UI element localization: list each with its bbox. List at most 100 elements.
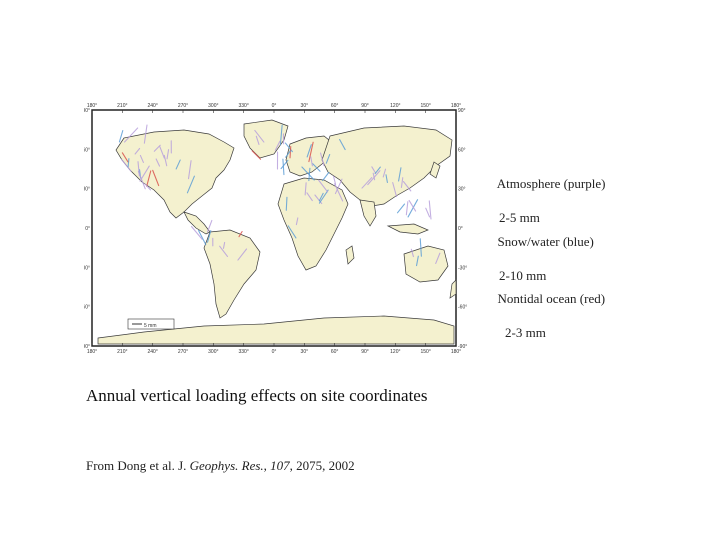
greenland (243, 119, 289, 159)
loading-vector (374, 166, 381, 175)
source-citation: From Dong et al. J. Geophys. Res., 107, … (86, 458, 355, 474)
bottom-longitude-tick-label: 240° (147, 349, 157, 355)
loading-vector (339, 138, 346, 151)
loading-vector (325, 154, 331, 164)
right-latitude-tick-label: -60° (458, 305, 467, 311)
legend-nontidal-ocean-amplitude: 2-3 mm (505, 325, 546, 340)
loading-vector (285, 196, 288, 211)
left-latitude-tick-label: 30° (84, 187, 90, 193)
legend-nontidal-ocean-name: Nontidal ocean (red) (497, 291, 606, 306)
loading-vector (289, 146, 292, 159)
loading-vector (163, 154, 168, 167)
india (359, 199, 377, 227)
loading-vector (371, 166, 377, 174)
loading-vector (400, 177, 404, 189)
loading-vector (304, 182, 307, 196)
top-longitude-tick-label: 0° (272, 103, 277, 109)
bottom-longitude-tick-label: 60° (331, 349, 339, 355)
top-longitude-tick-label: 210° (117, 103, 127, 109)
left-latitude-tick-label: 60° (84, 147, 90, 153)
loading-vector (372, 172, 376, 181)
asia (321, 125, 453, 207)
loading-vector (392, 182, 398, 198)
bottom-longitude-tick-label: 120° (390, 349, 400, 355)
right-latitude-tick-label: -30° (458, 265, 467, 271)
loading-vector (361, 177, 373, 189)
source-journal: Geophys. Res. (189, 458, 264, 473)
loading-vector (206, 219, 213, 233)
left-latitude-tick-label: -30° (84, 265, 90, 271)
loading-vector (121, 152, 129, 163)
loading-vector (408, 199, 417, 212)
source-suffix: , 2075, 2002 (289, 458, 355, 473)
right-latitude-tick-label: -90° (458, 344, 467, 350)
bottom-longitude-ticks: 180° 210° 240° 270° 300° 330° 0° 30° 60° 90° 120° 1… (87, 343, 461, 355)
left-latitude-tick-label: 0° (85, 226, 90, 232)
right-latitude-tick-label: 90° (458, 108, 466, 114)
source-sep: , (263, 458, 271, 473)
legend-snow-water-name: Snow/water (blue) (497, 234, 594, 249)
top-longitude-tick-label: 180° (451, 103, 461, 109)
loading-vector (425, 207, 431, 218)
loading-vector (280, 159, 289, 170)
loading-vector (334, 183, 344, 202)
bottom-longitude-tick-label: 270° (178, 349, 188, 355)
left-latitude-tick-label: -90° (84, 344, 90, 350)
loading-vector (237, 248, 248, 261)
loading-vector (334, 178, 343, 195)
loading-vector (407, 199, 419, 218)
legend-snow-water: Snow/water (blue) 2-10 mm (491, 216, 594, 301)
left-latitude-tick-label: -60° (84, 305, 90, 311)
loading-vector (295, 217, 299, 226)
right-latitude-tick-label: 60° (458, 147, 466, 153)
japan (429, 161, 441, 179)
top-longitude-tick-label: 120° (390, 103, 400, 109)
loading-vector (197, 229, 207, 246)
loading-vector (318, 189, 329, 204)
loading-vector (120, 158, 132, 172)
loading-vector (206, 230, 212, 243)
bottom-longitude-tick-label: 0° (272, 349, 277, 355)
loading-vector (143, 124, 148, 144)
loading-vector (402, 181, 412, 192)
loading-vector (274, 140, 281, 151)
bottom-longitude-tick-label: 90° (361, 349, 369, 355)
loading-vector (175, 159, 181, 170)
loading-vector (382, 168, 387, 178)
bottom-longitude-tick-label: 210° (117, 349, 127, 355)
scale-label: 5 mm (144, 323, 157, 329)
loading-vector (152, 169, 160, 187)
top-longitude-ticks: 180° 210° 240° 270° 300° 330° 0° 30° 60° 90° 120° 1… (87, 103, 461, 113)
world-map-figure: 180° 210° 240° 270° 300° 330° 0° 30° 60° 90° 120° 1… (84, 100, 470, 360)
loading-vector (428, 200, 432, 220)
loading-vector (139, 165, 150, 182)
central-america (183, 211, 211, 235)
south-america (203, 229, 261, 319)
bottom-longitude-tick-label: 180° (87, 349, 97, 355)
loading-vector (410, 248, 414, 258)
loading-vector (282, 158, 285, 176)
loading-vector (284, 142, 293, 153)
australia (403, 245, 449, 283)
loading-vector (279, 124, 283, 146)
new-zealand (449, 279, 457, 299)
loading-vector (238, 230, 243, 238)
top-longitude-tick-label: 30° (301, 103, 309, 109)
legend-atmosphere-name: Atmosphere (purple) (496, 176, 606, 191)
loading-vector (219, 245, 229, 257)
loading-vector (255, 135, 260, 146)
loading-vector (159, 146, 165, 159)
legend-nontidal-ocean: Nontidal ocean (red) 2-3 mm (491, 273, 606, 358)
top-longitude-tick-label: 300° (208, 103, 218, 109)
legend-atmosphere-amplitude: 2-5 mm (499, 210, 540, 225)
top-longitude-tick-label: 90° (361, 103, 369, 109)
loading-vector (287, 225, 297, 239)
loading-vector (318, 192, 324, 202)
madagascar (345, 245, 355, 265)
indonesia (386, 223, 429, 235)
loading-vector (144, 183, 152, 191)
loading-vector (435, 252, 441, 264)
top-longitude-tick-label: 240° (147, 103, 157, 109)
loading-vector (367, 170, 381, 186)
loading-vector (322, 171, 330, 182)
